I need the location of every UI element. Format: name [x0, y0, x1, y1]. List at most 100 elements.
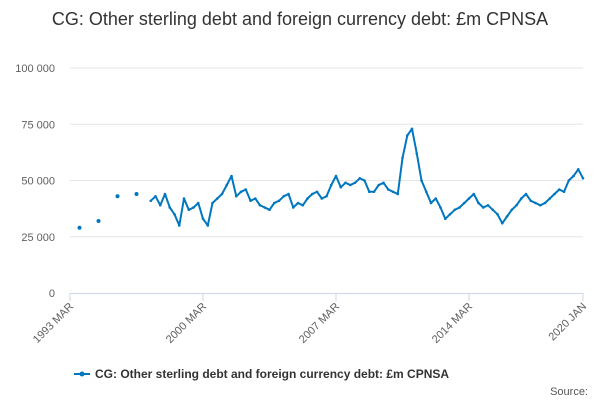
series-data-point — [306, 197, 309, 200]
series-data-point — [396, 192, 400, 196]
series-data-point — [477, 201, 480, 205]
series-data-point — [472, 192, 476, 196]
series-data-point — [496, 212, 499, 216]
y-tick-label: 100 000 — [15, 63, 55, 75]
series-data-point — [581, 176, 585, 180]
series-data-point — [353, 181, 357, 185]
series-data-point — [553, 192, 556, 196]
x-tick-label: 2020 JAN — [546, 301, 589, 344]
series-data-point — [225, 183, 229, 187]
series-data-point — [434, 197, 438, 200]
annual-points — [77, 192, 139, 230]
series-data-point — [453, 208, 457, 212]
series-data-point — [391, 190, 395, 194]
series-data-point — [534, 201, 537, 205]
series-data-point — [234, 194, 238, 198]
series-data-point — [163, 192, 167, 196]
chart-title: CG: Other sterling debt and foreign curr… — [51, 9, 549, 29]
series-data-point — [301, 203, 305, 207]
series-data-point — [505, 215, 509, 218]
grid — [70, 67, 583, 238]
series-data-point — [386, 188, 390, 191]
series-data-point — [500, 221, 504, 225]
y-axis: 0 25 000 50 000 75 000 100 000 — [15, 63, 55, 300]
series-data-point — [149, 199, 153, 203]
series-data-point — [358, 176, 362, 180]
series-data-point — [253, 197, 257, 200]
series-data-point — [543, 201, 547, 205]
series-data-point — [467, 197, 471, 200]
series-data-point — [168, 206, 172, 209]
series-data-point — [548, 197, 552, 200]
series-data-point — [458, 206, 461, 209]
series-data-point — [344, 181, 347, 185]
series-data-point — [315, 190, 319, 194]
series-data-point — [239, 190, 243, 194]
series-data-point — [339, 185, 343, 189]
series-data-point — [448, 212, 452, 216]
series-data-point — [372, 190, 376, 194]
x-tick-label: 2014 MAR — [430, 301, 475, 346]
series-data-point — [524, 192, 528, 196]
series-data-point — [529, 199, 533, 203]
series-data-point — [282, 194, 286, 198]
series-data-point — [481, 206, 485, 209]
series-data-point — [244, 188, 248, 191]
annual-data-point — [134, 192, 139, 196]
series-data-point — [287, 192, 290, 196]
series-data-point — [325, 194, 328, 198]
series-data-point — [519, 197, 523, 200]
x-tick-label: 2000 MAR — [164, 301, 209, 346]
series-data-point — [258, 203, 262, 207]
series-data-point — [154, 194, 157, 198]
series-data-point — [443, 217, 447, 221]
y-tick-label: 25 000 — [21, 232, 55, 244]
series-data-point — [268, 208, 271, 212]
series-data-point — [363, 179, 366, 182]
x-tick-label: 2007 MAR — [297, 301, 342, 346]
series-data-point — [187, 208, 191, 212]
series-data-point — [334, 174, 338, 178]
series-data-point — [206, 224, 210, 227]
series-data-point — [562, 190, 566, 194]
series-data-point — [173, 212, 176, 216]
series-data-point — [291, 206, 295, 209]
source-label: Source: — [550, 386, 588, 398]
legend-marker — [79, 371, 85, 377]
series-data-point — [439, 206, 442, 209]
series-data-point — [201, 217, 205, 221]
series-data-point — [401, 156, 404, 160]
series-line[interactable] — [150, 127, 584, 227]
series-data-point — [277, 199, 281, 203]
series-data-point — [177, 224, 181, 227]
y-tick-label: 50 000 — [21, 176, 55, 188]
legend[interactable]: CG: Other sterling debt and foreign curr… — [74, 367, 449, 381]
series-data-point — [462, 201, 466, 205]
series-data-point — [211, 201, 214, 205]
annual-data-point — [77, 225, 82, 230]
series-data-point — [415, 152, 419, 155]
legend-label: CG: Other sterling debt and foreign curr… — [95, 367, 449, 381]
series-data-point — [310, 192, 314, 196]
series-data-point — [429, 201, 433, 205]
y-tick-label: 0 — [49, 288, 55, 300]
annual-data-point — [96, 219, 101, 223]
series-data-point — [410, 127, 414, 131]
series-data-point — [296, 201, 300, 205]
series-data-point — [424, 190, 428, 194]
series-data-point — [348, 183, 352, 187]
x-tick-label: 1993 MAR — [31, 301, 76, 346]
series-data-point — [576, 167, 580, 171]
series-data-point — [196, 201, 200, 205]
series-data-point — [557, 188, 561, 191]
series-data-point — [377, 183, 381, 187]
series-data-point — [263, 206, 267, 209]
y-tick-label: 75 000 — [21, 119, 55, 131]
series-data-point — [220, 192, 224, 196]
series-data-point — [249, 199, 252, 203]
series-data-point — [215, 197, 219, 200]
series-data-point — [572, 174, 575, 178]
series-data-point — [158, 203, 162, 207]
series-data-point — [538, 203, 542, 207]
